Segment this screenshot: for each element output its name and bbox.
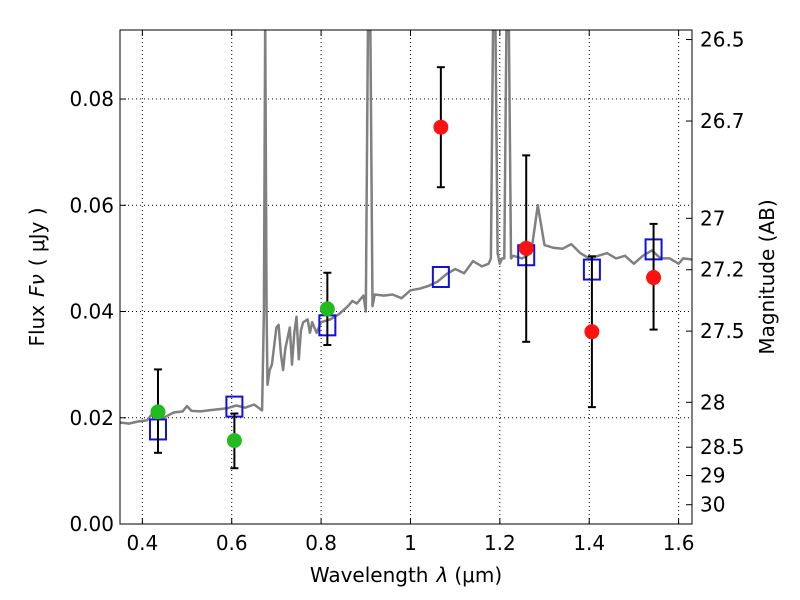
y-axis-label-symbol: Fν <box>25 274 49 297</box>
y-axis-label-unit: ( μJy ) <box>25 207 49 266</box>
x-axis-label-symbol: λ <box>436 563 449 587</box>
marker-layer <box>148 66 663 470</box>
x-tick-label: 0.6 <box>216 531 248 555</box>
y2-tick-label: 28 <box>700 390 725 414</box>
y2-tick-label: 26.5 <box>700 28 745 52</box>
x-tick-label: 1.2 <box>484 531 516 555</box>
photometry-point <box>646 270 662 286</box>
y-tick-label: 0.08 <box>69 87 114 111</box>
y2-tick-label: 27 <box>700 206 725 230</box>
tick-layer: 0.4 0.6 0.8 1 1.2 1.4 1.6 0.00 0.02 0.04 0.06 0.08 2… <box>69 28 744 555</box>
x-axis-label-unit: (μm) <box>454 563 502 587</box>
y2-tick-label: 26.7 <box>700 109 745 133</box>
x-tick-label: 0.4 <box>126 531 158 555</box>
spectrum-line <box>120 30 692 425</box>
y2-tick-label: 29 <box>700 464 725 488</box>
photometry-point <box>584 324 600 340</box>
y2-tick-label: 27.5 <box>700 319 745 343</box>
spectrum-layer <box>120 30 692 425</box>
x-axis-label: Wavelength λ (μm) <box>310 563 502 587</box>
x-tick-label: 1 <box>404 531 417 555</box>
x-tick-label: 0.8 <box>305 531 337 555</box>
x-axis-label-text: Wavelength <box>310 563 429 587</box>
photometry-point <box>518 240 534 256</box>
y-tick-label: 0.06 <box>69 193 114 217</box>
y-tick-label: 0.02 <box>69 406 114 430</box>
plot-frame <box>119 29 693 525</box>
photometry-point <box>433 119 449 135</box>
y2-tick-label: 28.5 <box>700 435 745 459</box>
x-tick-label: 1.4 <box>573 531 605 555</box>
y2-tick-label: 27.2 <box>700 258 745 282</box>
y-tick-label: 0.04 <box>69 300 114 324</box>
y2-tick-label: 30 <box>700 493 725 517</box>
y-axis-label: Flux Fν ( μJy ) <box>25 207 49 346</box>
photometry-point <box>226 433 242 449</box>
y-tick-label: 0.00 <box>69 512 114 536</box>
y2-axis-label: Magnitude (AB) <box>755 199 779 354</box>
model-square-marker <box>431 266 450 288</box>
x-tick-label: 1.6 <box>663 531 695 555</box>
photometry-point <box>319 301 335 317</box>
photometry-point <box>150 404 166 420</box>
y-axis-label-text: Flux <box>25 305 49 347</box>
